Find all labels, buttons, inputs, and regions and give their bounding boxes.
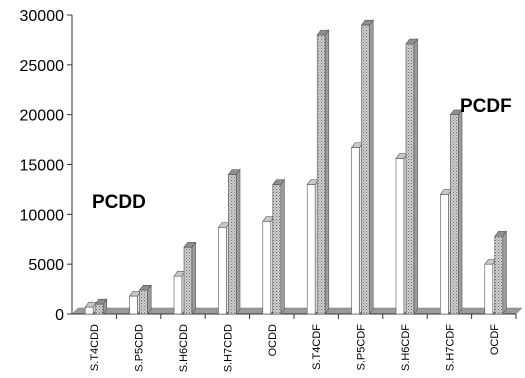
bar-series2-S.P5CDF xyxy=(361,19,374,315)
annotations: PCDD PCDF xyxy=(92,96,512,213)
bar-series2-OCDD xyxy=(272,178,285,315)
bar-series2-S.T4CDD xyxy=(94,298,108,315)
y-tick-label: 0 xyxy=(55,307,64,324)
bar-series2-S.T4CDF xyxy=(316,29,330,315)
y-tick-label: 15000 xyxy=(20,158,65,175)
bar-series2-S.H6CDF xyxy=(405,38,419,315)
x-tick-labels: S.T4CDD S.P5CDD S.H6CDD S.H7CDD OCDD S.T4CDF S… xyxy=(89,324,501,373)
y-tick-label: 10000 xyxy=(20,207,65,224)
bar-series2-S.H7CDF xyxy=(449,108,463,315)
x-tick-label: S.T4CDF xyxy=(311,324,323,370)
annotation-pcdf: PCDF xyxy=(460,96,512,117)
y-tick-label: 20000 xyxy=(20,108,65,125)
y-tick-label: 25000 xyxy=(20,58,65,75)
bar-series2-S.P5CDD xyxy=(139,284,152,315)
bar-series2-OCDF xyxy=(494,230,507,315)
x-tick-label: S.H6CDD xyxy=(178,324,190,372)
x-tick-label: S.T4CDD xyxy=(89,324,101,371)
x-tick-label: S.P5CDF xyxy=(356,324,368,371)
x-tick-label: S.H6CDF xyxy=(400,324,412,371)
x-tick-label: S.P5CDD xyxy=(134,324,146,372)
x-tick-label: OCDF xyxy=(489,324,501,355)
x-tick-label: OCDD xyxy=(267,324,279,356)
y-tick-label: 30000 xyxy=(20,8,65,25)
annotation-pcdd: PCDD xyxy=(92,192,146,213)
x-tick-label: S.H7CDF xyxy=(444,324,456,371)
y-tick-labels: 0 5000 10000 15000 20000 25000 30000 xyxy=(20,8,65,324)
x-tick-label: S.H7CDD xyxy=(222,324,234,372)
y-tick-label: 5000 xyxy=(28,257,64,274)
bar-series2-S.H6CDD xyxy=(183,241,197,315)
bars xyxy=(84,19,507,315)
bar-series2-S.H7CDD xyxy=(227,168,241,315)
